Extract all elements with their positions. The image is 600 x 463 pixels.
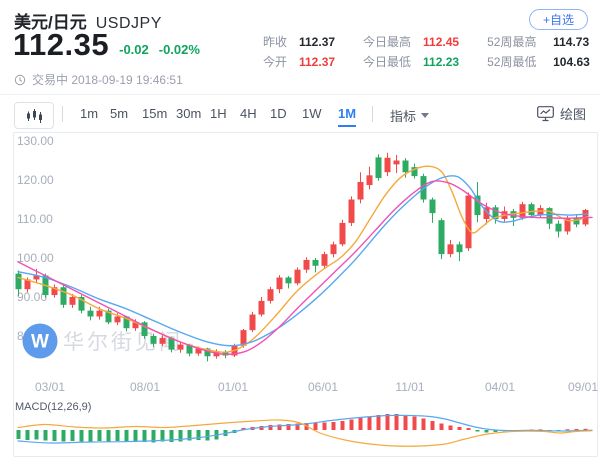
timeframe-1d[interactable]: 1D <box>270 106 287 121</box>
price-change-percent: -0.02% <box>158 42 200 57</box>
timeframe-1h[interactable]: 1H <box>210 106 227 121</box>
chart-toolbar: 1m 5m 15m 30m 1H 4H 1D 1W 1M 指标 绘图 <box>0 95 600 131</box>
page-title: 美元/日元 <box>14 13 87 32</box>
toolbar-divider <box>62 106 63 122</box>
market-status: 交易中 2018-09-19 19:46:51 <box>14 71 183 88</box>
timeframe-30m[interactable]: 30m <box>176 106 202 121</box>
chart-area[interactable] <box>13 132 598 457</box>
draw-chart-icon <box>537 105 554 121</box>
instrument-symbol: USDJPY <box>95 15 162 32</box>
header-divider <box>0 94 600 95</box>
stat-prev-close: 昨收 112.37 <box>263 35 336 49</box>
timeframe-1m[interactable]: 1m <box>80 106 99 121</box>
last-price: 112.35 <box>13 27 110 62</box>
clock-icon <box>14 74 26 85</box>
chevron-down-icon <box>421 113 430 118</box>
chart-type-button[interactable] <box>14 102 54 129</box>
toolbar-divider-2 <box>372 106 373 122</box>
stat-52w-high: 52周最高 114.73 <box>487 35 590 49</box>
candlestick-icon <box>26 108 42 123</box>
add-watchlist-button[interactable]: +自选 <box>528 9 588 30</box>
timeframe-15m[interactable]: 15m <box>142 106 168 121</box>
stat-day-high: 今日最高 112.45 <box>363 35 460 49</box>
price-change: -0.02 <box>119 42 149 57</box>
draw-tool-button[interactable]: 绘图 <box>537 104 586 123</box>
timeframe-1w[interactable]: 1W <box>302 106 322 121</box>
timeframe-1mo[interactable]: 1M <box>338 106 357 127</box>
price-block: 112.35 -0.02 -0.02% <box>13 29 200 61</box>
stat-day-low: 今日最低 112.23 <box>363 55 460 69</box>
status-text: 交易中 2018-09-19 19:46:51 <box>32 73 183 87</box>
stat-open: 今开 112.37 <box>263 55 336 69</box>
timeframe-5m[interactable]: 5m <box>110 106 129 121</box>
indicators-menu[interactable]: 指标 <box>390 106 430 125</box>
stat-52w-low: 52周最低 104.63 <box>487 55 590 69</box>
instrument-header: 美元/日元 USDJPY <box>14 8 162 33</box>
quote-stats: 昨收 112.37 今开 112.37 今日最高 112.45 今日最低 112… <box>263 36 590 69</box>
timeframe-4h[interactable]: 4H <box>240 106 257 121</box>
